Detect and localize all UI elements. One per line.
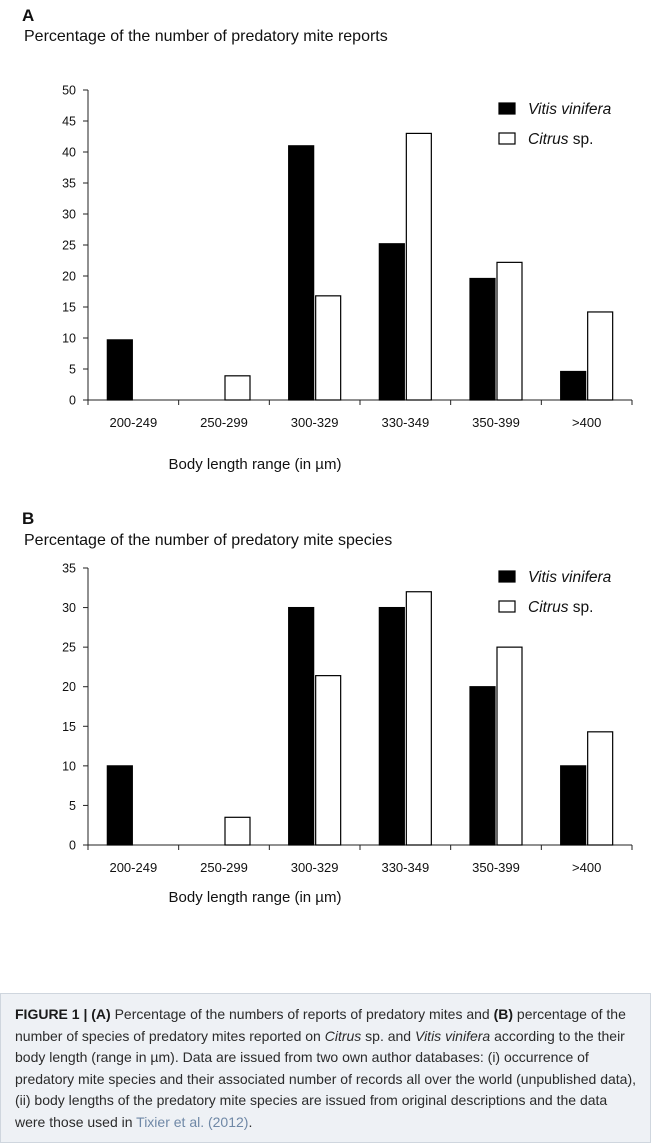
y-tick-label: 5 bbox=[69, 799, 76, 813]
bar-citrus bbox=[224, 375, 251, 401]
y-tick-label: 20 bbox=[62, 680, 76, 694]
bar-citrus bbox=[315, 295, 342, 401]
legend-label-citrus: Citrus sp. bbox=[528, 599, 593, 616]
y-tick-label: 0 bbox=[69, 839, 76, 853]
x-tick-label: >400 bbox=[572, 860, 601, 875]
bar-citrus bbox=[405, 591, 432, 846]
x-tick-label: 330-349 bbox=[381, 415, 429, 430]
bar-citrus bbox=[496, 646, 523, 846]
bar-citrus bbox=[496, 261, 523, 401]
legend-swatch-vitis-vinifera bbox=[498, 102, 516, 115]
caption-text-4: according to the their body length (rang… bbox=[15, 1027, 636, 1130]
bar-citrus bbox=[315, 675, 342, 846]
y-tick-label: 10 bbox=[62, 759, 76, 773]
x-tick-label: 250-299 bbox=[200, 860, 248, 875]
x-tick-label: 200-249 bbox=[109, 415, 157, 430]
bar-vitis-vinifera bbox=[288, 145, 315, 401]
bar-vitis-vinifera bbox=[469, 277, 496, 401]
legend-swatch-citrus bbox=[498, 132, 516, 145]
bar-vitis-vinifera bbox=[469, 686, 496, 846]
panel-a-letter: A bbox=[22, 6, 35, 25]
panel-b-letter: B bbox=[22, 509, 35, 528]
legend-swatch-vitis-vinifera bbox=[498, 570, 516, 583]
legend-label-vitis-vinifera: Vitis vinifera bbox=[528, 101, 612, 118]
bar-vitis-vinifera bbox=[560, 765, 587, 846]
legend-label-citrus: Citrus sp. bbox=[528, 131, 593, 148]
bar-citrus bbox=[405, 132, 432, 401]
x-tick-label: 350-399 bbox=[472, 860, 520, 875]
y-tick-label: 15 bbox=[62, 301, 76, 315]
x-axis-label: Body length range (in µm) bbox=[169, 889, 342, 906]
bar-vitis-vinifera bbox=[560, 370, 587, 401]
x-tick-label: 330-349 bbox=[381, 860, 429, 875]
x-tick-label: 350-399 bbox=[472, 415, 520, 430]
bar-citrus bbox=[587, 311, 614, 401]
bar-vitis-vinifera bbox=[378, 243, 405, 401]
y-tick-label: 40 bbox=[62, 146, 76, 160]
legend-swatch-citrus bbox=[498, 600, 516, 613]
bar-vitis-vinifera bbox=[288, 606, 315, 846]
x-axis-label: Body length range (in µm) bbox=[169, 456, 342, 473]
bar-vitis-vinifera bbox=[106, 339, 133, 401]
caption-a-tag: (A) bbox=[91, 1006, 111, 1022]
chart-a: 0 5 10 15 20 25 30 35 40 45 50 200-249 250-299 300-32… bbox=[62, 84, 633, 473]
y-tick-label: 10 bbox=[62, 332, 76, 346]
bar-citrus bbox=[587, 731, 614, 846]
caption-label: FIGURE 1 | bbox=[15, 1006, 88, 1022]
caption-vitis: Vitis vinifera bbox=[414, 1027, 491, 1044]
y-tick-label: 20 bbox=[62, 270, 76, 284]
y-tick-label: 0 bbox=[69, 394, 76, 408]
y-tick-label: 50 bbox=[62, 84, 76, 98]
y-tick-label: 5 bbox=[69, 363, 76, 377]
bar-vitis-vinifera bbox=[378, 606, 405, 846]
chart-b: 0 5 10 15 20 25 30 35 200-249 250-299 300-329 330-3… bbox=[62, 562, 633, 906]
x-tick-label: 250-299 bbox=[200, 415, 248, 430]
y-tick-label: 30 bbox=[62, 601, 76, 615]
bar-vitis-vinifera bbox=[106, 765, 133, 846]
caption-text-3: sp. and bbox=[361, 1027, 415, 1044]
x-tick-label: 300-329 bbox=[291, 860, 339, 875]
caption-reference-link[interactable]: Tixier et al. (2012) bbox=[136, 1113, 249, 1130]
panel-b: B Percentage of the number of predatory … bbox=[0, 505, 655, 990]
y-tick-label: 25 bbox=[62, 239, 76, 253]
y-tick-label: 25 bbox=[62, 641, 76, 655]
y-tick-label: 35 bbox=[62, 177, 76, 191]
caption-b-tag: (B) bbox=[493, 1006, 514, 1022]
x-tick-label: >400 bbox=[572, 415, 601, 430]
panel-b-title: Percentage of the number of predatory mi… bbox=[24, 532, 393, 549]
caption-text-2: percentage of the number of species of p… bbox=[15, 1006, 626, 1044]
caption-text-1: Percentage of the numbers of reports of … bbox=[110, 1006, 494, 1022]
legend-label-vitis-vinifera: Vitis vinifera bbox=[528, 569, 612, 586]
bar-citrus bbox=[224, 816, 251, 846]
x-tick-label: 300-329 bbox=[291, 415, 339, 430]
y-tick-label: 15 bbox=[62, 720, 76, 734]
x-tick-label: 200-249 bbox=[109, 860, 157, 875]
y-tick-label: 45 bbox=[62, 115, 76, 129]
y-tick-label: 30 bbox=[62, 208, 76, 222]
y-tick-label: 35 bbox=[62, 562, 76, 576]
caption-text-5: . bbox=[248, 1113, 253, 1130]
figure-caption: FIGURE 1 | (A) Percentage of the numbers… bbox=[0, 993, 651, 1143]
panel-a: A Percentage of the number of predatory … bbox=[0, 0, 655, 505]
caption-citrus: Citrus bbox=[324, 1027, 362, 1044]
panel-a-title: Percentage of the number of predatory mi… bbox=[24, 28, 388, 45]
